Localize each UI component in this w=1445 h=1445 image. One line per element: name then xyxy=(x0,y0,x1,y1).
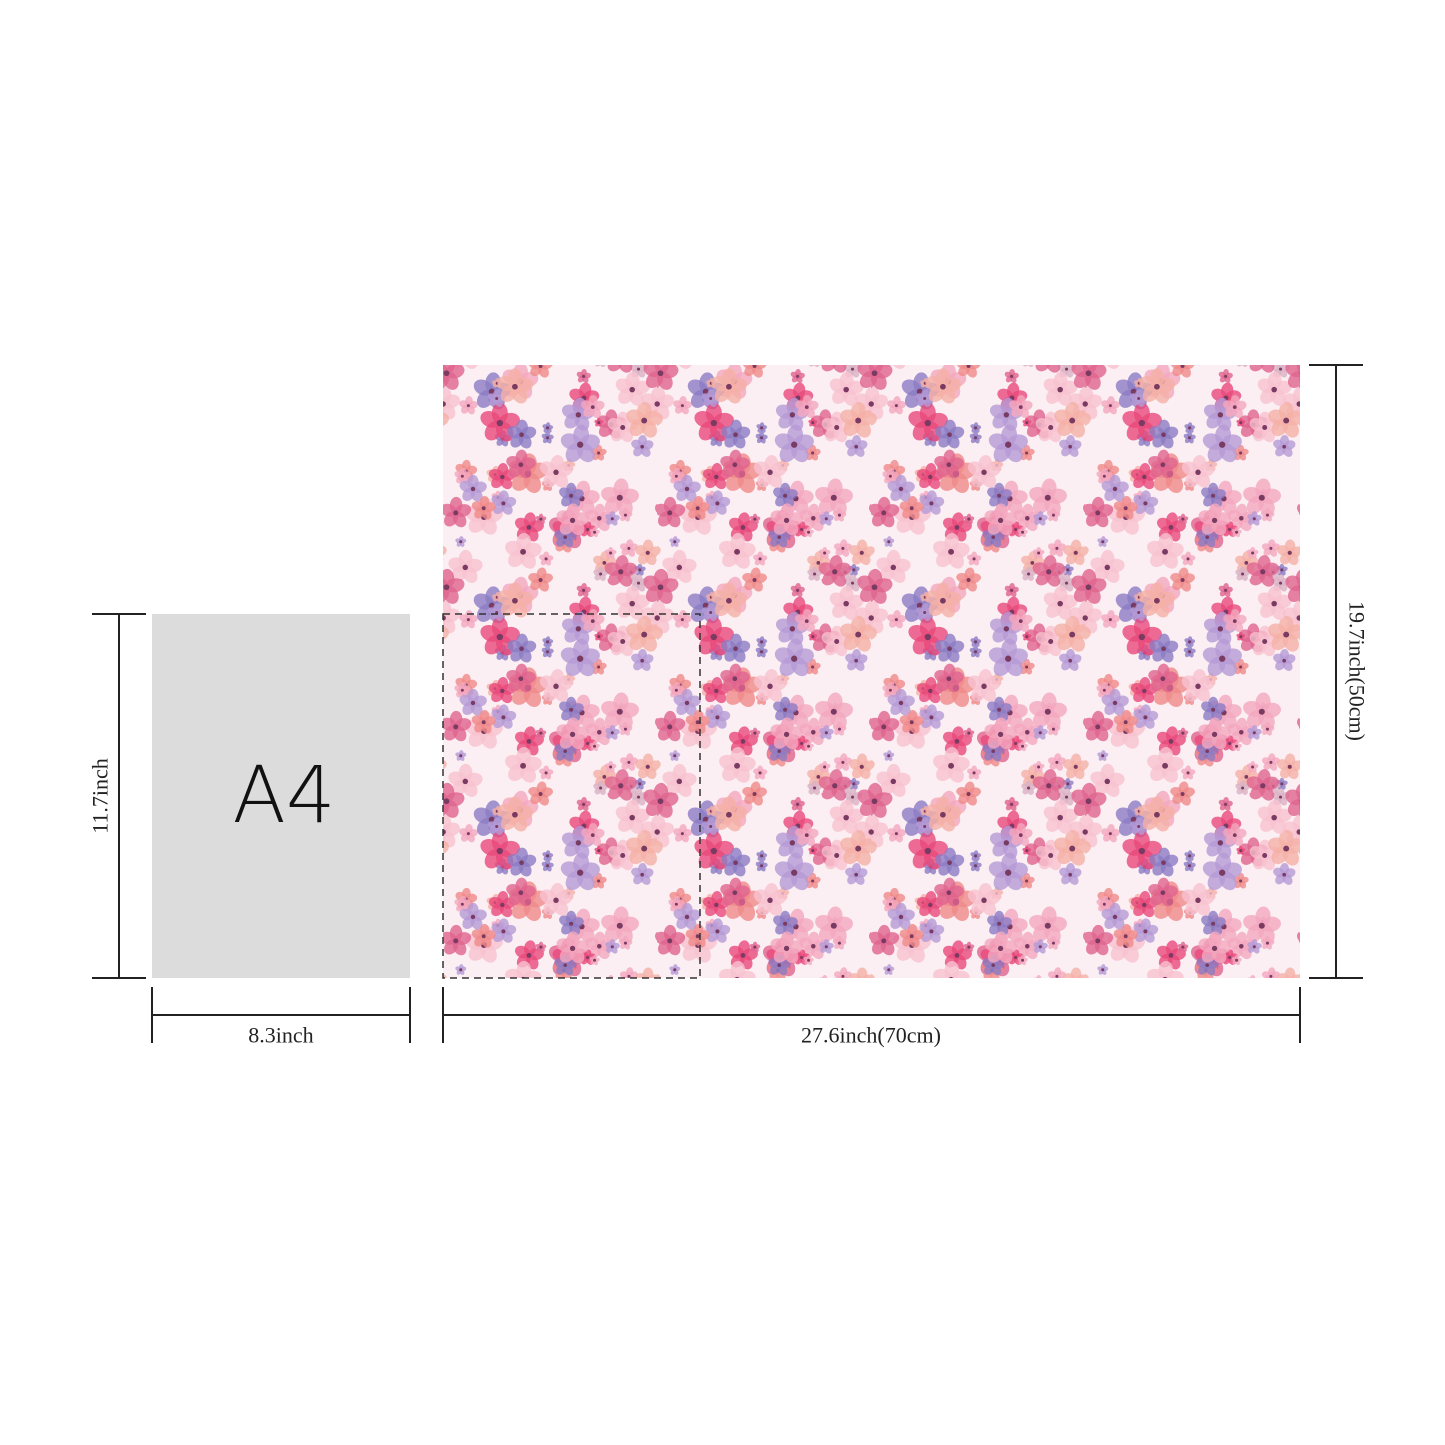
paper-height-dimension xyxy=(1309,364,1363,979)
a4-width-label: 8.3inch xyxy=(248,1023,313,1048)
paper-height-label: 19.7inch(50cm) xyxy=(1345,601,1370,741)
a4-sheet xyxy=(152,614,410,978)
paper xyxy=(443,365,1300,978)
paper-width-dimension xyxy=(442,987,1301,1043)
a4-height-dimension xyxy=(92,613,146,979)
paper-width-label: 27.6inch(70cm) xyxy=(801,1023,941,1048)
a4-height-label: 11.7inch xyxy=(88,758,113,834)
a4-width-dimension xyxy=(151,987,411,1043)
a4-outline xyxy=(442,613,701,979)
a4-label: A4 xyxy=(233,751,336,841)
